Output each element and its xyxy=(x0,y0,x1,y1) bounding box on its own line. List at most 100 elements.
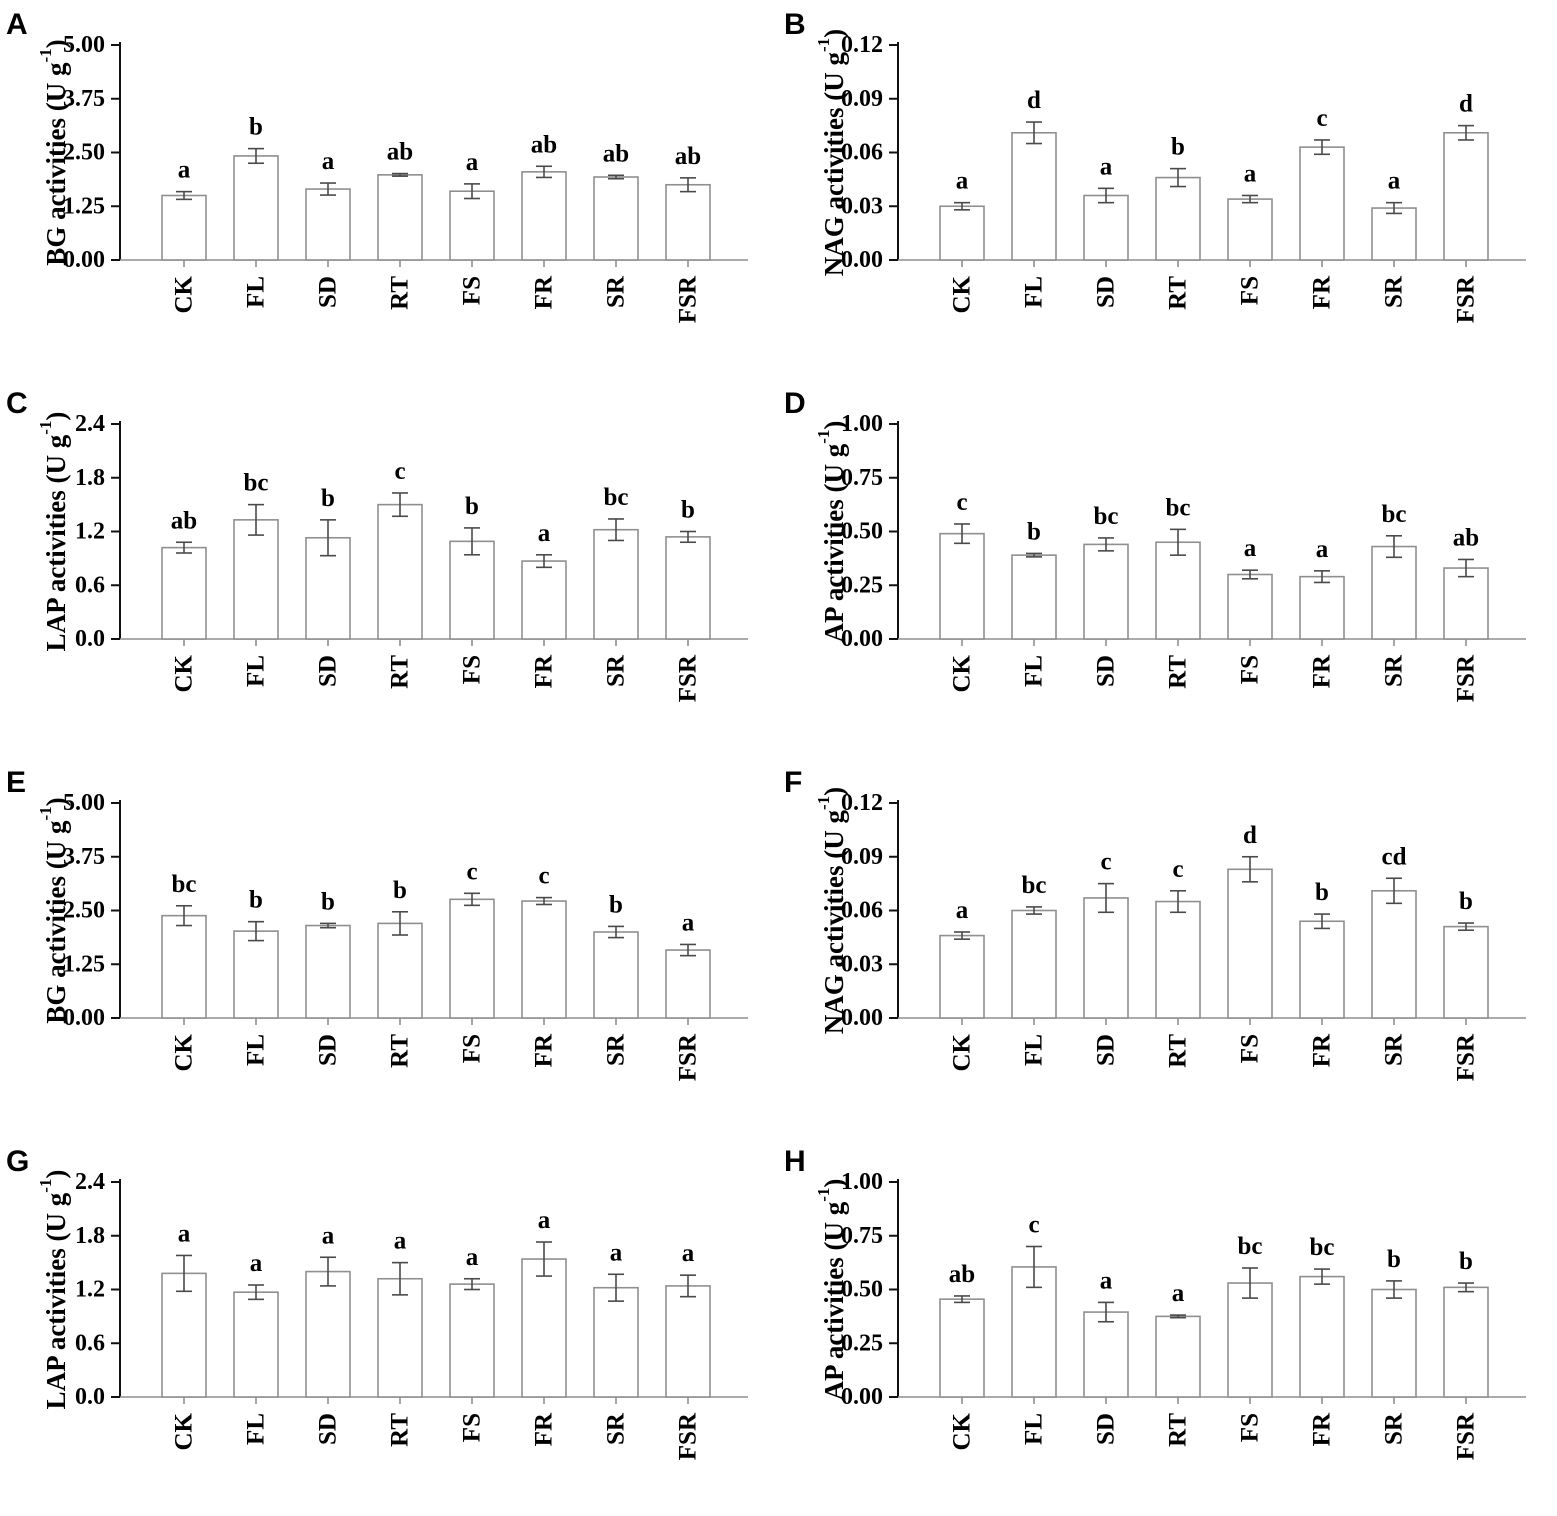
svg-text:0.00: 0.00 xyxy=(63,1005,105,1031)
panel-letter-e: E xyxy=(6,766,27,799)
svg-text:a: a xyxy=(250,1250,263,1277)
svg-text:a: a xyxy=(538,1207,551,1234)
svg-text:0.06: 0.06 xyxy=(841,140,883,166)
svg-text:FL: FL xyxy=(243,1034,270,1066)
svg-text:FS: FS xyxy=(1237,1413,1264,1442)
svg-text:0.00: 0.00 xyxy=(63,247,105,273)
svg-text:SD: SD xyxy=(1093,1413,1120,1445)
svg-text:a: a xyxy=(178,1220,191,1247)
svg-text:2.4: 2.4 xyxy=(75,1169,105,1195)
svg-text:b: b xyxy=(465,493,479,520)
svg-text:CK: CK xyxy=(949,275,976,313)
svg-text:FL: FL xyxy=(1021,276,1048,308)
svg-text:a: a xyxy=(610,1239,623,1266)
svg-text:SD: SD xyxy=(315,1413,342,1445)
svg-text:5.00: 5.00 xyxy=(63,790,105,816)
svg-text:b: b xyxy=(321,485,335,512)
svg-text:FSR: FSR xyxy=(1453,1412,1480,1460)
svg-text:a: a xyxy=(466,149,479,176)
svg-text:0.00: 0.00 xyxy=(841,626,883,652)
svg-text:d: d xyxy=(1243,822,1257,849)
svg-text:b: b xyxy=(1459,1248,1473,1275)
svg-text:FL: FL xyxy=(243,1413,270,1445)
svg-text:3.75: 3.75 xyxy=(63,86,105,112)
svg-text:LAP activities (U g-1): LAP activities (U g-1) xyxy=(36,1170,72,1410)
svg-text:CK: CK xyxy=(171,654,198,692)
svg-text:0.50: 0.50 xyxy=(841,519,883,545)
svg-text:0.12: 0.12 xyxy=(841,32,883,58)
svg-text:FR: FR xyxy=(531,1033,558,1067)
svg-text:AP activities (U g-1): AP activities (U g-1) xyxy=(814,421,850,643)
svg-text:0.06: 0.06 xyxy=(841,898,883,924)
svg-text:c: c xyxy=(466,858,477,885)
svg-text:FR: FR xyxy=(531,1412,558,1446)
chart-lap-activities-g: 0.0 0.6 1.2 1.8 2.4 a CK a FL a SD a RT a FS a FR a SR a FSR… xyxy=(36,1169,748,1460)
svg-text:a: a xyxy=(1244,535,1257,562)
svg-text:a: a xyxy=(538,520,551,547)
svg-text:FSR: FSR xyxy=(675,275,702,323)
svg-text:RT: RT xyxy=(387,276,414,310)
svg-text:FSR: FSR xyxy=(1453,654,1480,702)
svg-text:c: c xyxy=(394,458,405,485)
svg-text:1.8: 1.8 xyxy=(75,1223,105,1249)
svg-text:a: a xyxy=(682,1240,695,1267)
svg-text:1.8: 1.8 xyxy=(75,465,105,491)
svg-text:a: a xyxy=(1100,153,1113,180)
svg-text:b: b xyxy=(249,114,263,141)
svg-text:FL: FL xyxy=(1021,655,1048,687)
svg-text:0.09: 0.09 xyxy=(841,844,883,870)
panel-letter-h: H xyxy=(784,1145,806,1178)
svg-text:a: a xyxy=(1244,161,1257,188)
svg-text:FR: FR xyxy=(1309,1412,1336,1446)
svg-text:bc: bc xyxy=(1382,501,1407,528)
svg-text:FS: FS xyxy=(459,1413,486,1442)
panel-e: E 0.00 1.25 2.50 3.75 5.00 bc CK b FL b SD b RT c FS c F… xyxy=(0,758,778,1137)
svg-text:b: b xyxy=(249,887,263,914)
svg-text:b: b xyxy=(1459,888,1473,915)
svg-text:0.0: 0.0 xyxy=(75,626,105,652)
svg-text:b: b xyxy=(393,877,407,904)
svg-text:cd: cd xyxy=(1382,843,1407,870)
svg-text:5.00: 5.00 xyxy=(63,32,105,58)
svg-text:c: c xyxy=(1172,856,1183,883)
svg-text:0.50: 0.50 xyxy=(841,1277,883,1303)
svg-text:SR: SR xyxy=(1381,1033,1408,1066)
panel-f: F 0.00 0.03 0.06 0.09 0.12 a CK bc FL c SD c RT d FS b F… xyxy=(778,758,1557,1137)
svg-text:c: c xyxy=(1100,849,1111,876)
svg-text:FSR: FSR xyxy=(675,1033,702,1081)
svg-text:LAP activities (U g-1): LAP activities (U g-1) xyxy=(36,412,72,652)
svg-text:c: c xyxy=(956,489,967,516)
panel-letter-c: C xyxy=(6,387,28,420)
chart-nag-activities-f: 0.00 0.03 0.06 0.09 0.12 a CK bc FL c SD c RT d FS b FR c… xyxy=(814,787,1526,1081)
svg-text:0.03: 0.03 xyxy=(841,951,883,977)
svg-text:d: d xyxy=(1027,87,1041,114)
svg-text:SR: SR xyxy=(603,654,630,687)
svg-text:CK: CK xyxy=(949,1412,976,1450)
svg-text:SD: SD xyxy=(1093,276,1120,308)
svg-text:0.00: 0.00 xyxy=(841,247,883,273)
svg-text:2.50: 2.50 xyxy=(63,898,105,924)
chart-ap-activities-d: 0.00 0.25 0.50 0.75 1.00 c CK b FL bc SD bc RT a FS a FR… xyxy=(814,411,1526,702)
svg-text:0.25: 0.25 xyxy=(841,1330,883,1356)
svg-text:b: b xyxy=(1027,518,1041,545)
svg-text:ab: ab xyxy=(603,140,629,167)
svg-text:BG activities (U g-1): BG activities (U g-1) xyxy=(36,39,72,265)
svg-text:SR: SR xyxy=(1381,1412,1408,1445)
chart-bg-activities-a: 0.00 1.25 2.50 3.75 5.00 a CK b FL a SD ab RT a FS ab FR… xyxy=(36,32,748,323)
svg-text:a: a xyxy=(956,897,969,924)
svg-text:ab: ab xyxy=(949,1261,975,1288)
svg-text:0.12: 0.12 xyxy=(841,790,883,816)
svg-text:FR: FR xyxy=(531,275,558,309)
svg-text:RT: RT xyxy=(1165,276,1192,310)
svg-text:FL: FL xyxy=(1021,1413,1048,1445)
svg-text:0.25: 0.25 xyxy=(841,572,883,598)
svg-text:SR: SR xyxy=(1381,275,1408,308)
svg-text:SR: SR xyxy=(603,1412,630,1445)
svg-text:FL: FL xyxy=(1021,1034,1048,1066)
svg-text:b: b xyxy=(321,888,335,915)
svg-text:RT: RT xyxy=(387,1034,414,1068)
svg-text:a: a xyxy=(322,148,335,175)
svg-text:0.75: 0.75 xyxy=(841,1223,883,1249)
svg-text:2.4: 2.4 xyxy=(75,411,105,437)
svg-text:CK: CK xyxy=(171,1412,198,1450)
